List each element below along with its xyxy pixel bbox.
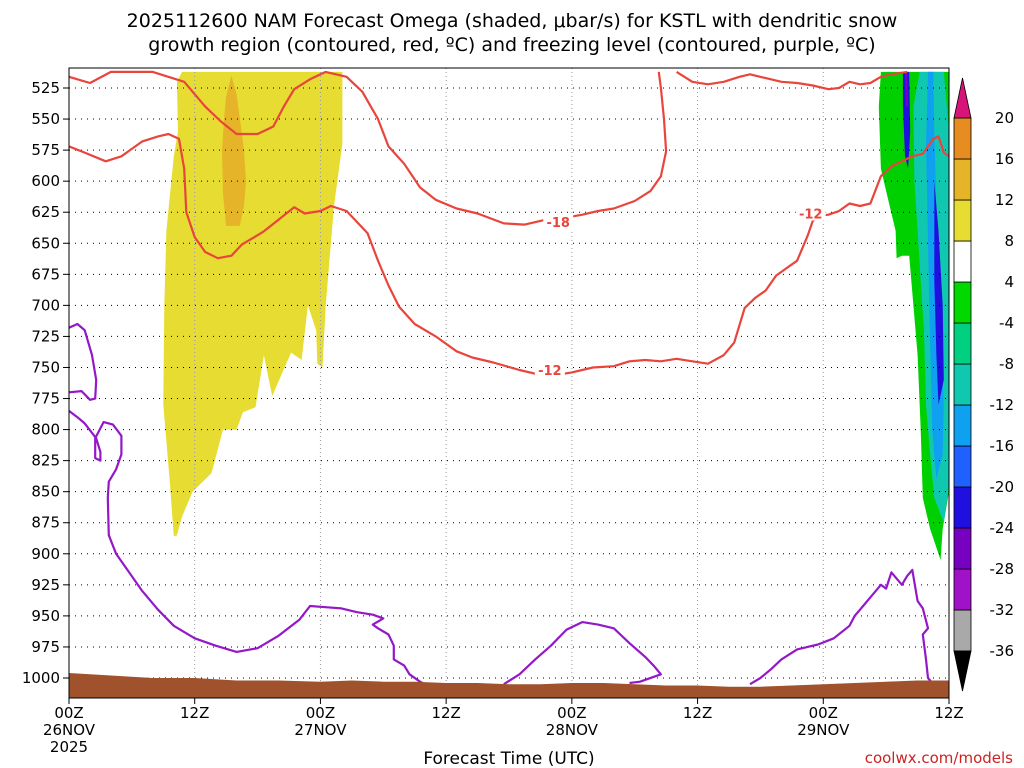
y-tick-label: 650 bbox=[31, 234, 60, 252]
colorbar-bin bbox=[953, 445, 972, 488]
terrain bbox=[69, 673, 949, 698]
y-tick-label: 900 bbox=[31, 545, 60, 563]
gridlines bbox=[69, 68, 949, 698]
chart-title-line-2: growth region (contoured, red, ºC) and f… bbox=[148, 34, 875, 56]
x-tick-label: 12Z bbox=[934, 704, 963, 722]
omega-region-sink-24-28 bbox=[905, 71, 909, 107]
y-tick-label: 1000 bbox=[22, 669, 60, 687]
colorbar: -36 -32 -28 -24 -20 -16 -12 -8 -4 4 8 12 16 20 bbox=[953, 77, 1015, 692]
omega-shading-layer bbox=[163, 71, 949, 561]
colorbar-max-triangle bbox=[953, 77, 972, 119]
y-tick-label: 725 bbox=[31, 327, 60, 345]
colorbar-tick-label: 20 bbox=[995, 109, 1014, 127]
y-axis: 525 550 575 600 625 650 675 700 725 750 775 800 825 8… bbox=[22, 79, 69, 687]
colorbar-tick-label: -12 bbox=[990, 396, 1015, 414]
x-tick-label: 27NOV bbox=[294, 721, 347, 739]
omega-region-sink-20-24-b bbox=[902, 71, 911, 169]
colorbar-bin bbox=[953, 158, 972, 201]
colorbar-bin bbox=[953, 568, 972, 611]
y-tick-label: 950 bbox=[31, 607, 60, 625]
x-tick-label: 28NOV bbox=[546, 721, 599, 739]
colorbar-tick-label: -20 bbox=[990, 478, 1015, 496]
y-tick-label: 975 bbox=[31, 638, 60, 656]
contour-labels: -18 -12 -12 bbox=[534, 205, 826, 379]
x-tick-label: 12Z bbox=[431, 704, 460, 722]
y-tick-label: 775 bbox=[31, 390, 60, 408]
x-tick-label: 12Z bbox=[180, 704, 209, 722]
contour-label-bg bbox=[534, 361, 565, 377]
omega-region-lift-8-12 bbox=[222, 75, 246, 226]
plot-frame bbox=[68, 67, 950, 699]
colorbar-tick-label: -28 bbox=[990, 560, 1015, 578]
chart-title-line-1: 2025112600 NAM Forecast Omega (shaded, μ… bbox=[127, 10, 898, 32]
x-tick-label: 00Z bbox=[54, 704, 83, 722]
y-tick-label: 525 bbox=[31, 79, 60, 97]
y-tick-label: 600 bbox=[31, 172, 60, 190]
y-tick-label: 875 bbox=[31, 514, 60, 532]
red-contour-2 bbox=[676, 70, 908, 91]
colorbar-tick-label: -24 bbox=[990, 519, 1015, 537]
colorbar-bin bbox=[953, 199, 972, 242]
colorbar-tick-label: 4 bbox=[1004, 273, 1014, 291]
colorbar-bin bbox=[953, 486, 972, 529]
red-contour-label: -18 bbox=[546, 216, 570, 231]
omega-region-sink-20-24 bbox=[934, 181, 944, 405]
y-tick-label: 825 bbox=[31, 452, 60, 470]
y-tick-label: 625 bbox=[31, 203, 60, 221]
y-tick-label: 750 bbox=[31, 358, 60, 376]
y-tick-label: 800 bbox=[31, 421, 60, 439]
credit-text: coolwx.com/models bbox=[865, 749, 1013, 767]
red-contour-0 bbox=[69, 70, 668, 226]
colorbar-tick-label: -8 bbox=[999, 355, 1014, 373]
colorbar-bin bbox=[953, 322, 972, 365]
x-tick-label: 00Z bbox=[809, 704, 838, 722]
red-contour-label: -12 bbox=[538, 364, 562, 379]
terrain-ground-layer bbox=[69, 673, 949, 698]
colorbar-tick-label: 12 bbox=[995, 191, 1014, 209]
x-tick-label: 00Z bbox=[557, 704, 586, 722]
contour-label-bg bbox=[795, 205, 826, 221]
purple-contour-1 bbox=[69, 410, 426, 686]
purple-contour-3 bbox=[749, 568, 935, 686]
x-tick-label: 00Z bbox=[306, 704, 335, 722]
colorbar-bin bbox=[953, 404, 972, 447]
colorbar-bin bbox=[953, 527, 972, 570]
colorbar-min-triangle bbox=[953, 650, 972, 692]
colorbar-tick-label: -36 bbox=[990, 642, 1015, 660]
purple-contour-0 bbox=[69, 322, 98, 401]
freezing-level-contours bbox=[69, 322, 935, 686]
red-contour-label: -12 bbox=[799, 207, 823, 222]
colorbar-tick-label: -16 bbox=[990, 437, 1015, 455]
x-tick-label: 2025 bbox=[50, 738, 88, 756]
colorbar-bin bbox=[953, 281, 972, 324]
y-tick-label: 700 bbox=[31, 296, 60, 314]
omega-region-lift-4-8 bbox=[163, 71, 343, 537]
colorbar-bin bbox=[953, 117, 972, 160]
y-tick-label: 925 bbox=[31, 576, 60, 594]
y-tick-label: 550 bbox=[31, 110, 60, 128]
colorbar-tick-label: 8 bbox=[1004, 232, 1014, 250]
purple-contour-2 bbox=[503, 620, 663, 686]
colorbar-tick-label: -4 bbox=[999, 314, 1014, 332]
x-tick-label: 29NOV bbox=[797, 721, 850, 739]
colorbar-tick-label: -32 bbox=[990, 601, 1015, 619]
x-axis-label: Forecast Time (UTC) bbox=[423, 749, 594, 768]
y-tick-label: 675 bbox=[31, 265, 60, 283]
colorbar-tick-label: 16 bbox=[995, 150, 1014, 168]
plot-area bbox=[69, 68, 949, 698]
contour-label-bg bbox=[543, 214, 574, 230]
colorbar-bin bbox=[953, 240, 972, 283]
colorbar-bin bbox=[953, 609, 972, 652]
colorbar-bin bbox=[953, 363, 972, 406]
y-tick-label: 850 bbox=[31, 483, 60, 501]
x-tick-label: 12Z bbox=[683, 704, 712, 722]
y-tick-label: 575 bbox=[31, 141, 60, 159]
x-tick-label: 26NOV bbox=[43, 721, 96, 739]
